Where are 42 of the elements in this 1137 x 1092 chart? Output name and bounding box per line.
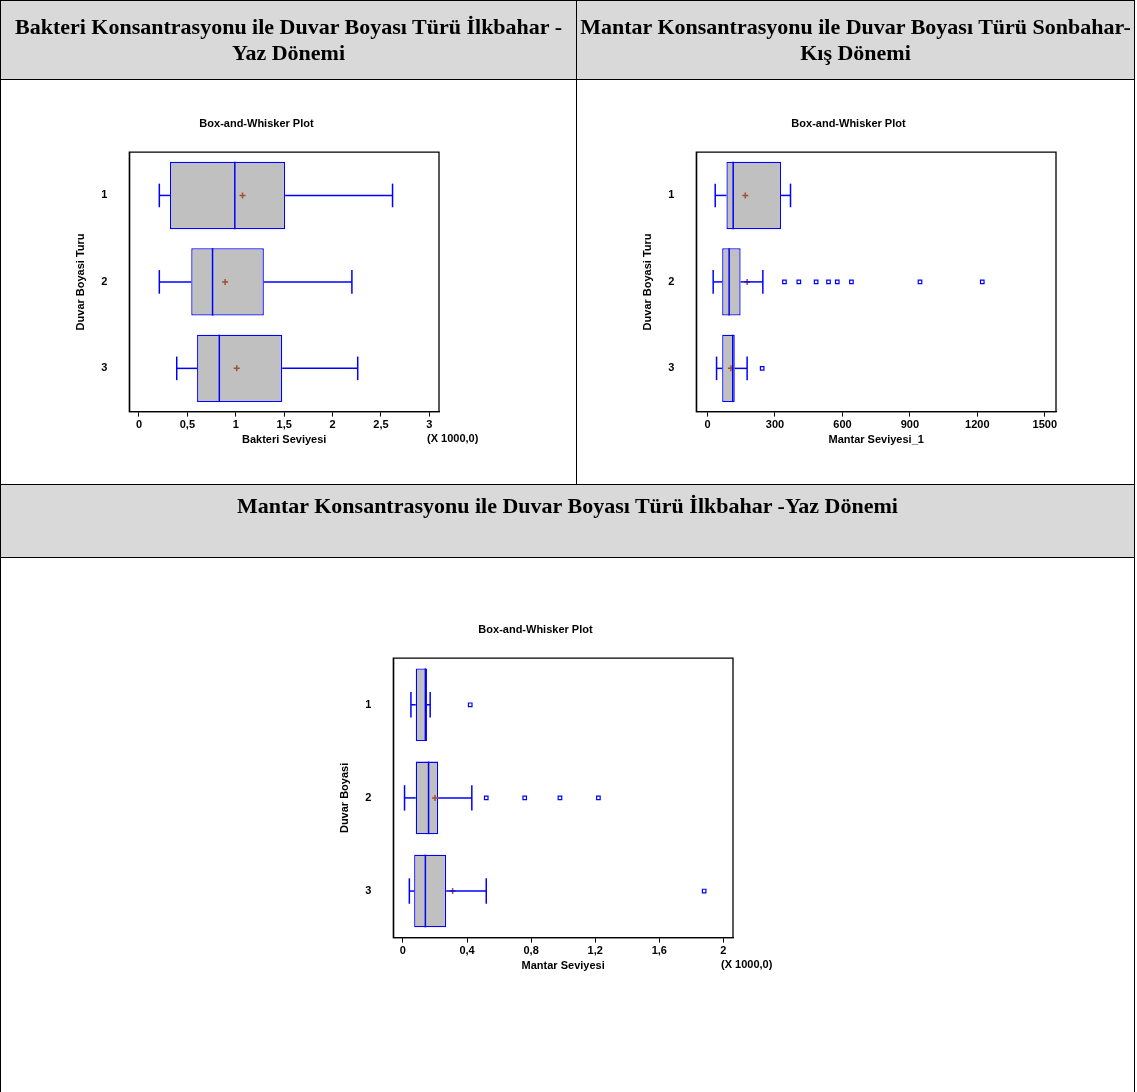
y-axis-title: Duvar Boyasi Turu (73, 233, 86, 331)
y-tick-label: 2 (667, 274, 674, 287)
chart-title: Mantar Konsantrasyonu ile Duvar Boyası Türü Sonbahar-Kış Dönemi (576, 0, 1135, 80)
x-tick-label: 600 (832, 418, 852, 431)
x-axis-title: Bakteri Seviyesi (241, 433, 326, 446)
x-tick-label: 2 (328, 418, 336, 431)
x-tick-label: 0,5 (179, 418, 195, 431)
x-tick-label: 2,5 (372, 418, 389, 431)
x-tick-label: 300 (765, 418, 784, 431)
x-axis-title: Mantar Seviyesi_1 (827, 433, 924, 446)
text: (X 1000,0) (426, 432, 479, 445)
text: (X 1000,0) (720, 958, 773, 971)
x-tick-label: 0 (704, 418, 711, 431)
y-tick-label: 3 (364, 884, 371, 897)
chart-title: Mantar Konsantrasyonu ile Duvar Boyası Türü İlkbahar -Yaz Dönemi (0, 484, 1135, 558)
x-tick-label: 0,4 (458, 944, 476, 957)
x-tick-label: 1 (232, 418, 239, 431)
x-tick-label: 3 (425, 418, 432, 431)
y-tick-label: 2 (364, 790, 371, 803)
y-tick-label: 3 (667, 361, 674, 374)
x-tick-label: 1,5 (276, 418, 292, 431)
chart-subtitle: Box-and-Whisker Plot (790, 116, 906, 129)
y-tick-label: 1 (100, 188, 107, 201)
x-tick-label: 900 (900, 418, 919, 431)
y-tick-label: 3 (100, 361, 107, 374)
chart-subtitle: Box-and-Whisker Plot (198, 116, 314, 129)
y-tick-label: 1 (364, 697, 371, 710)
x-tick-label: 1500 (1032, 418, 1057, 431)
x-tick-label: 0,8 (522, 944, 539, 957)
y-axis-title: Duvar Boyasi (337, 762, 350, 834)
y-tick-label: 1 (667, 188, 674, 201)
x-axis-title: Mantar Seviyesi (521, 959, 605, 972)
x-tick-label: 0 (399, 944, 406, 957)
x-tick-label: 2 (719, 944, 726, 957)
chart-title: Bakteri Konsantrasyonu ile Duvar Boyası Türü İlkbahar -Yaz Dönemi (0, 0, 577, 80)
x-tick-label: 1200 (964, 418, 990, 431)
x-tick-label: 0 (135, 418, 142, 431)
chart-subtitle: Box-and-Whisker Plot (477, 622, 593, 635)
y-axis-title: Duvar Boyasi Turu (640, 233, 653, 331)
x-tick-label: 1,6 (651, 944, 667, 957)
x-tick-label: 1,2 (587, 944, 603, 957)
y-tick-label: 2 (100, 274, 107, 287)
